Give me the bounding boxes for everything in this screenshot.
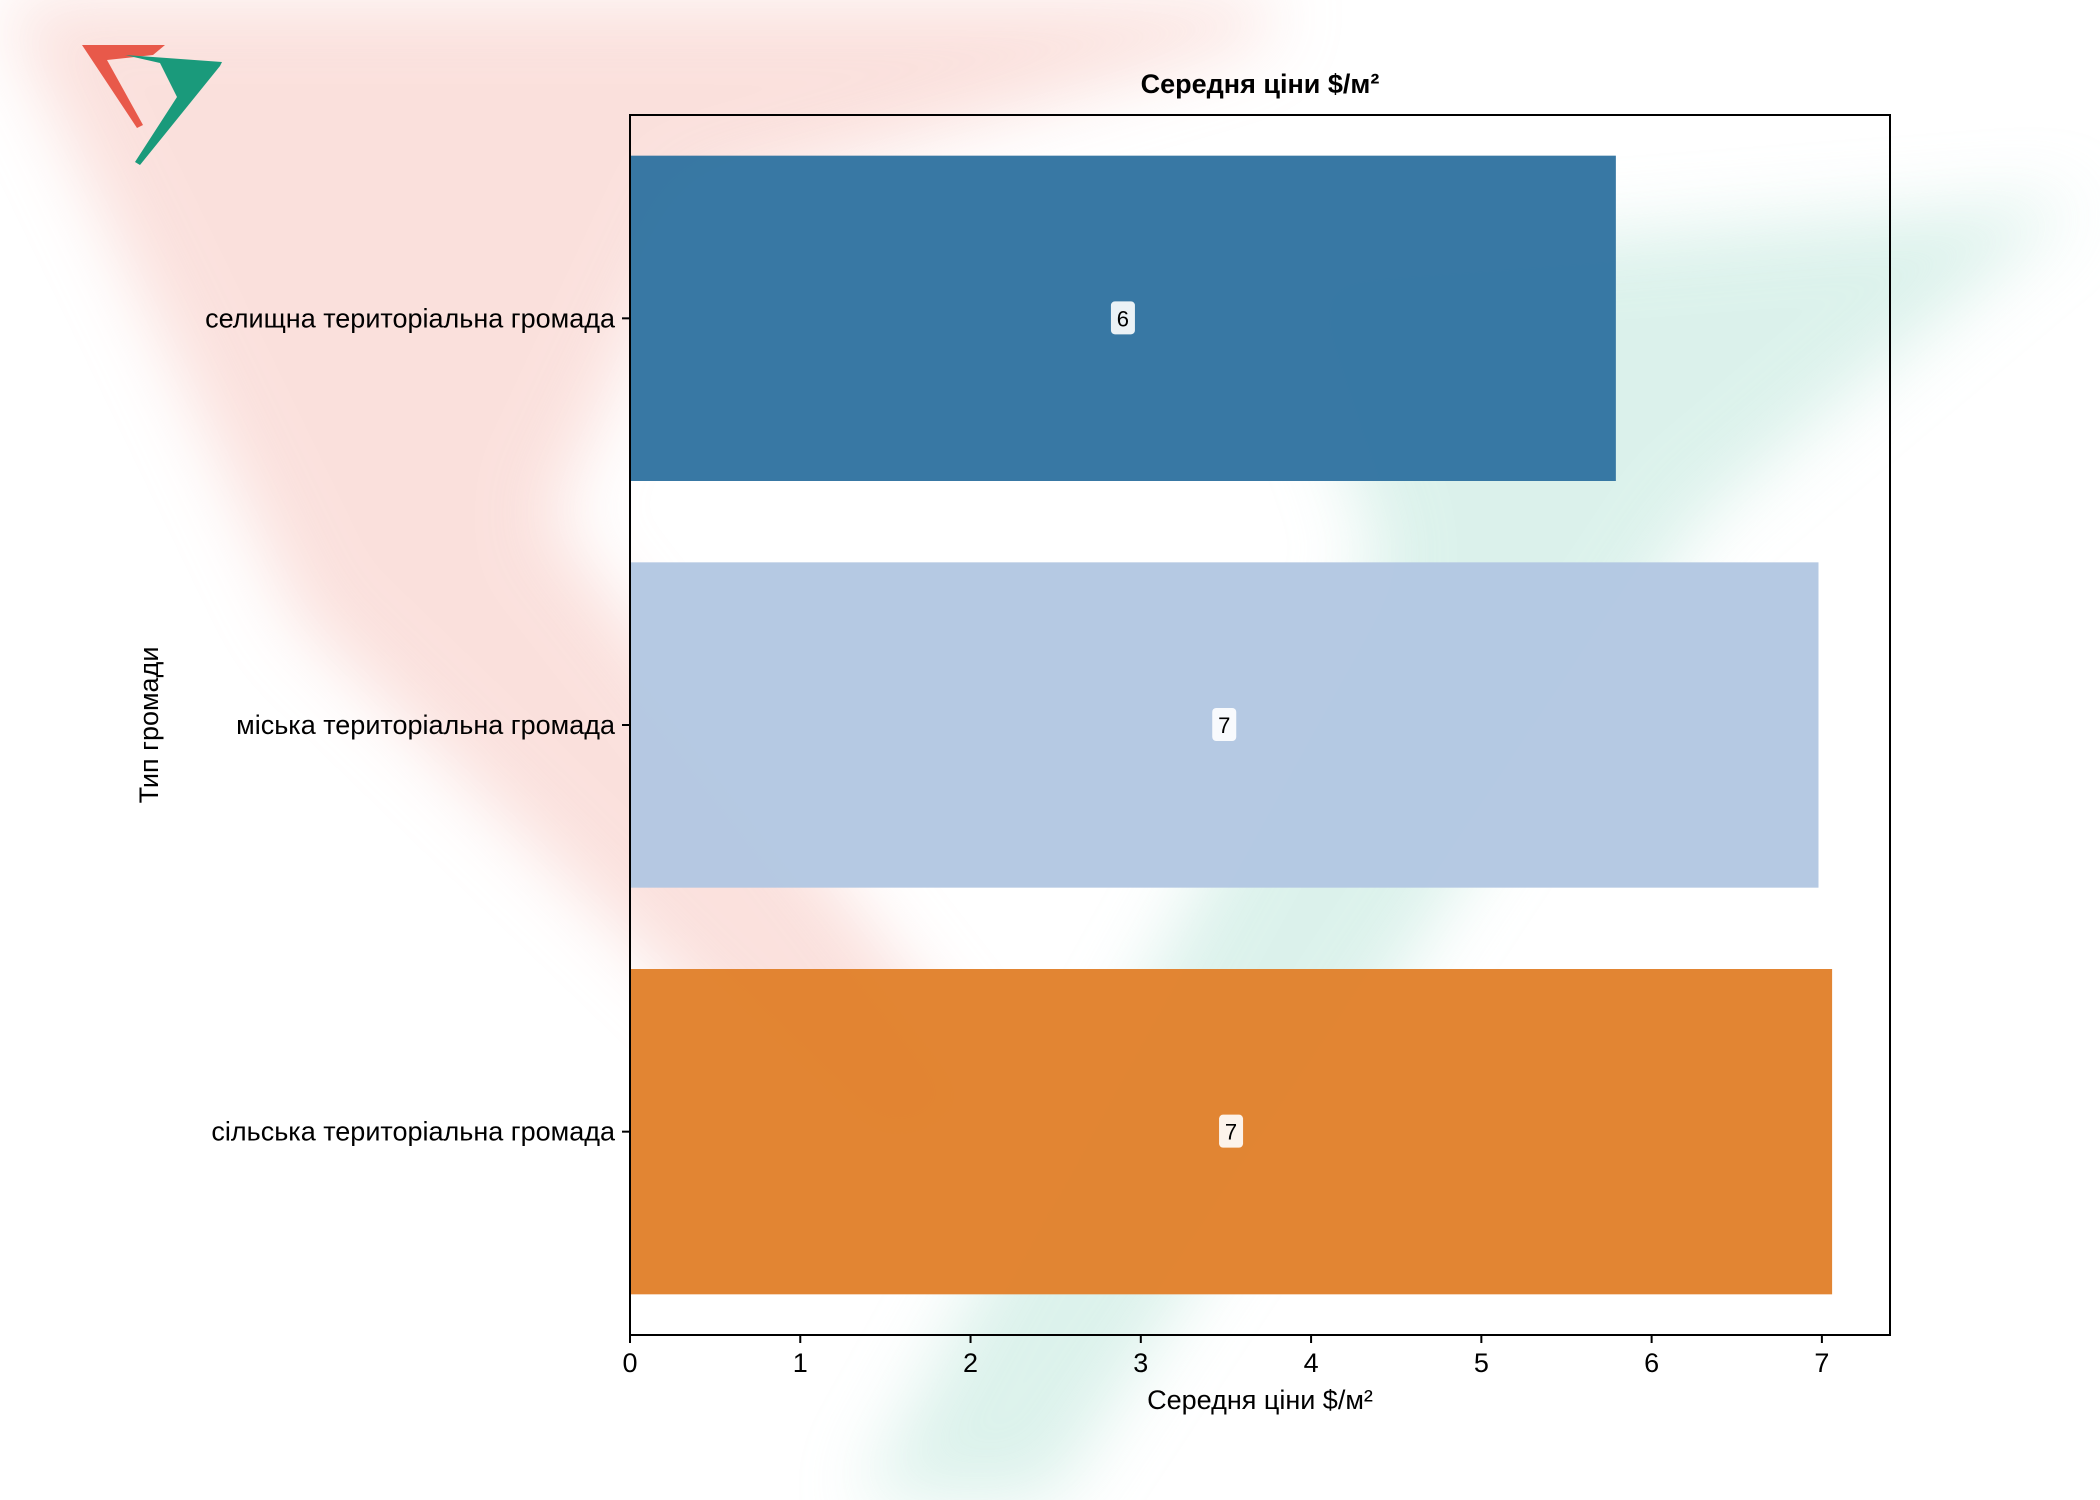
y-tick-label: селищна територіальна громада <box>205 303 616 333</box>
data-label: 7 <box>1212 708 1237 741</box>
x-tick-label: 2 <box>963 1348 978 1378</box>
x-tick-label: 7 <box>1814 1348 1829 1378</box>
x-tick-label: 6 <box>1644 1348 1659 1378</box>
y-tick-label: міська територіальна громада <box>236 710 616 740</box>
x-tick-label: 1 <box>793 1348 808 1378</box>
data-label: 6 <box>1110 301 1135 335</box>
x-tick-label: 0 <box>622 1348 637 1378</box>
data-label: 7 <box>1219 1114 1244 1148</box>
x-axis-label: Середня ціни $/м² <box>1147 1385 1373 1415</box>
svg-text:7: 7 <box>1225 1120 1237 1145</box>
y-axis-label: Тип громади <box>134 647 164 804</box>
logo-icon <box>82 45 222 165</box>
x-tick-label: 3 <box>1133 1348 1148 1378</box>
x-tick-label: 4 <box>1304 1348 1319 1378</box>
y-tick-label: сільська територіальна громада <box>211 1117 616 1147</box>
chart-title: Середня ціни $/м² <box>1141 69 1380 99</box>
svg-text:7: 7 <box>1218 713 1230 738</box>
x-tick-label: 5 <box>1474 1348 1489 1378</box>
svg-text:6: 6 <box>1117 306 1129 331</box>
